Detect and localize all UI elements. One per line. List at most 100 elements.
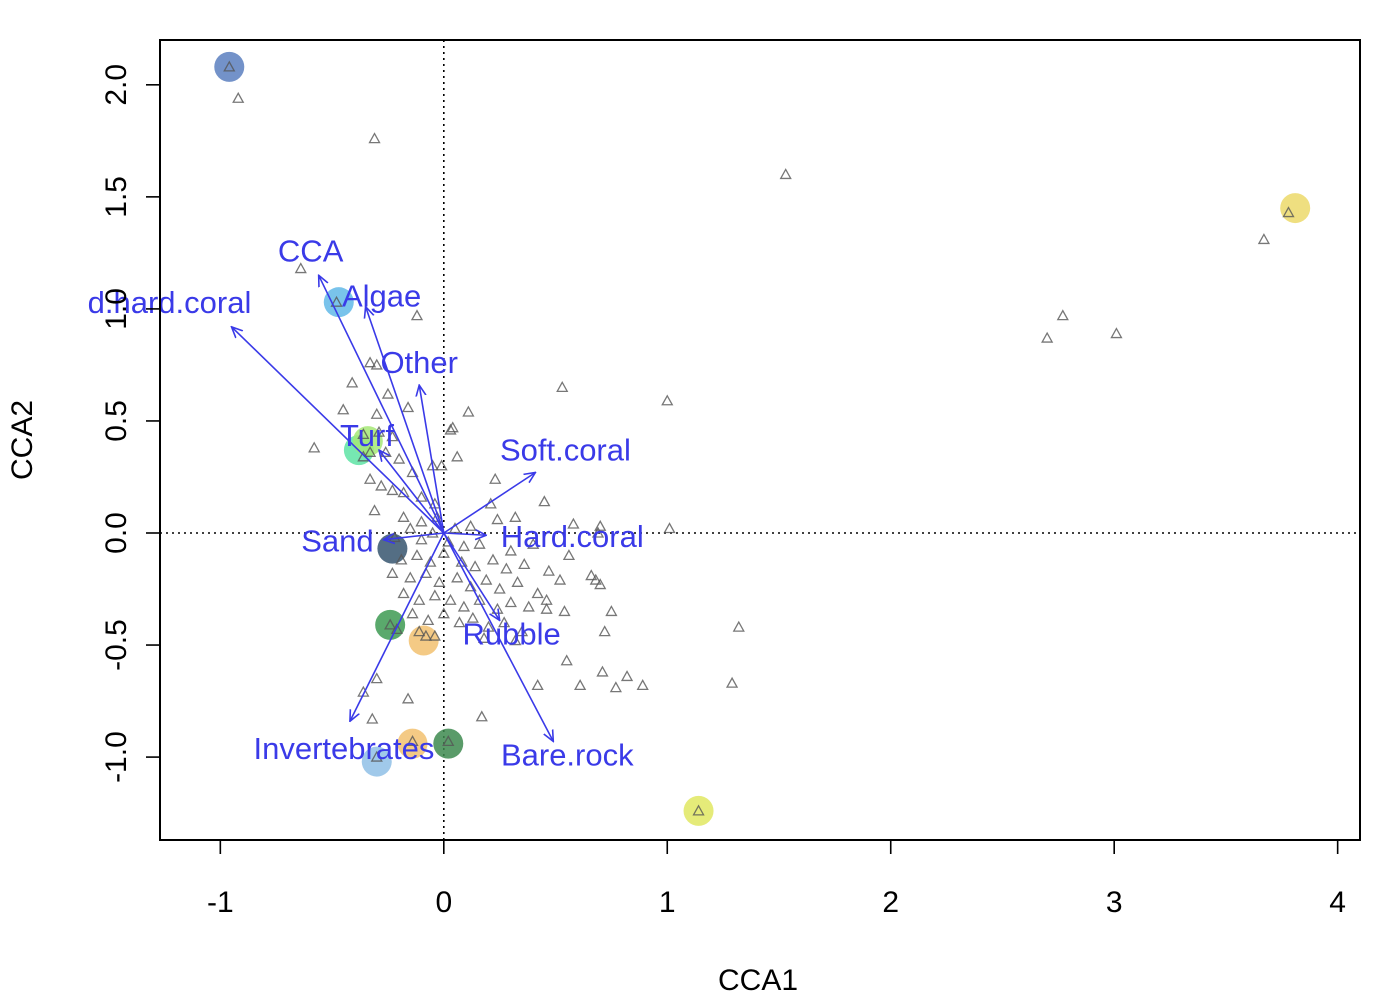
site-point [232,91,245,103]
site-point [468,560,482,572]
highlight-point [433,728,464,759]
site-point [415,490,428,502]
arrow-label: Sand [301,524,373,559]
site-point [381,387,395,399]
site-point [368,504,381,516]
site-point [493,582,506,594]
site-point [363,445,377,457]
site-point [401,692,415,704]
site-point [422,614,435,626]
site-point [473,537,486,549]
site-point [370,672,383,684]
site-point [591,526,605,538]
site-point [368,132,381,144]
site-point [509,634,522,646]
site-point [605,605,618,617]
x-tick-label: -1 [207,886,234,919]
site-point [486,553,500,565]
site-point [451,571,464,583]
site-point [464,519,477,531]
site-point [415,533,428,545]
x-tick-label: 2 [882,886,899,919]
site-point [430,510,444,522]
x-axis: -1 0 1 2 3 4 [207,839,1346,919]
site-point [386,566,399,578]
site-point [560,654,573,666]
site-point [518,558,531,570]
site-point [692,804,705,816]
arrow-label: Rubble [463,616,561,651]
site-point [594,519,607,531]
site-point [477,631,491,643]
site-point [522,600,535,612]
site-point [404,522,417,534]
site-point [527,537,540,549]
site-point [415,515,428,527]
arrow-rubble [443,532,500,620]
site-point [598,625,611,637]
site-point [1282,206,1295,218]
site-point [386,430,399,442]
site-point [413,625,426,637]
site-point [466,611,479,623]
site-point [442,735,455,747]
site-point [457,600,471,612]
site-point [404,571,417,583]
site-point [489,472,502,484]
site-point [406,607,419,619]
x-axis-title: CCA1 [718,964,798,997]
site-point [464,580,477,592]
site-point [370,407,383,419]
arrow-other [419,385,445,534]
site-point [473,593,486,605]
site-point [397,486,410,498]
highlight-point [375,609,406,640]
site-point [363,472,377,484]
site-point [444,593,457,605]
site-point [558,605,571,617]
site-point [410,549,424,561]
site-point [1056,309,1069,321]
arrow-bare-rock [443,532,553,741]
arrow-label: Hard.coral [501,519,644,554]
site-point [585,569,598,581]
y-tick-label: 1.5 [100,176,133,218]
site-point [446,421,459,433]
arrow-algae [366,307,445,534]
y-tick-label: -0.5 [100,619,133,671]
site-point [370,358,383,370]
site-point [609,681,622,693]
site-point [397,587,410,599]
site-point [363,356,377,368]
arrow-label: d.hard.coral [88,285,252,320]
site-point [480,573,493,585]
highlight-point [1280,193,1311,224]
arrow-label: Turf [340,418,394,453]
reference-lines [160,40,1360,840]
site-point [498,616,511,628]
site-point [589,573,602,585]
site-point [444,423,457,435]
y-tick-label: 0.0 [100,512,133,554]
site-point [401,401,415,413]
site-point [366,712,379,724]
site-point [511,575,524,587]
site-point [453,616,466,628]
site-point [553,573,567,585]
site-point [435,459,448,471]
site-point [426,526,439,538]
arrow-sand [383,532,444,540]
site-point [433,575,446,587]
arrow-d-hard-coral [232,327,445,534]
site-point [437,607,450,619]
site-point [574,679,587,691]
site-point [395,553,408,565]
x-tick-label: 3 [1106,886,1123,919]
site-point [1041,331,1054,343]
site-point [531,679,544,691]
site-point [397,510,410,522]
site-point [375,479,388,491]
arrow-turf [379,450,445,534]
site-point [636,679,649,691]
